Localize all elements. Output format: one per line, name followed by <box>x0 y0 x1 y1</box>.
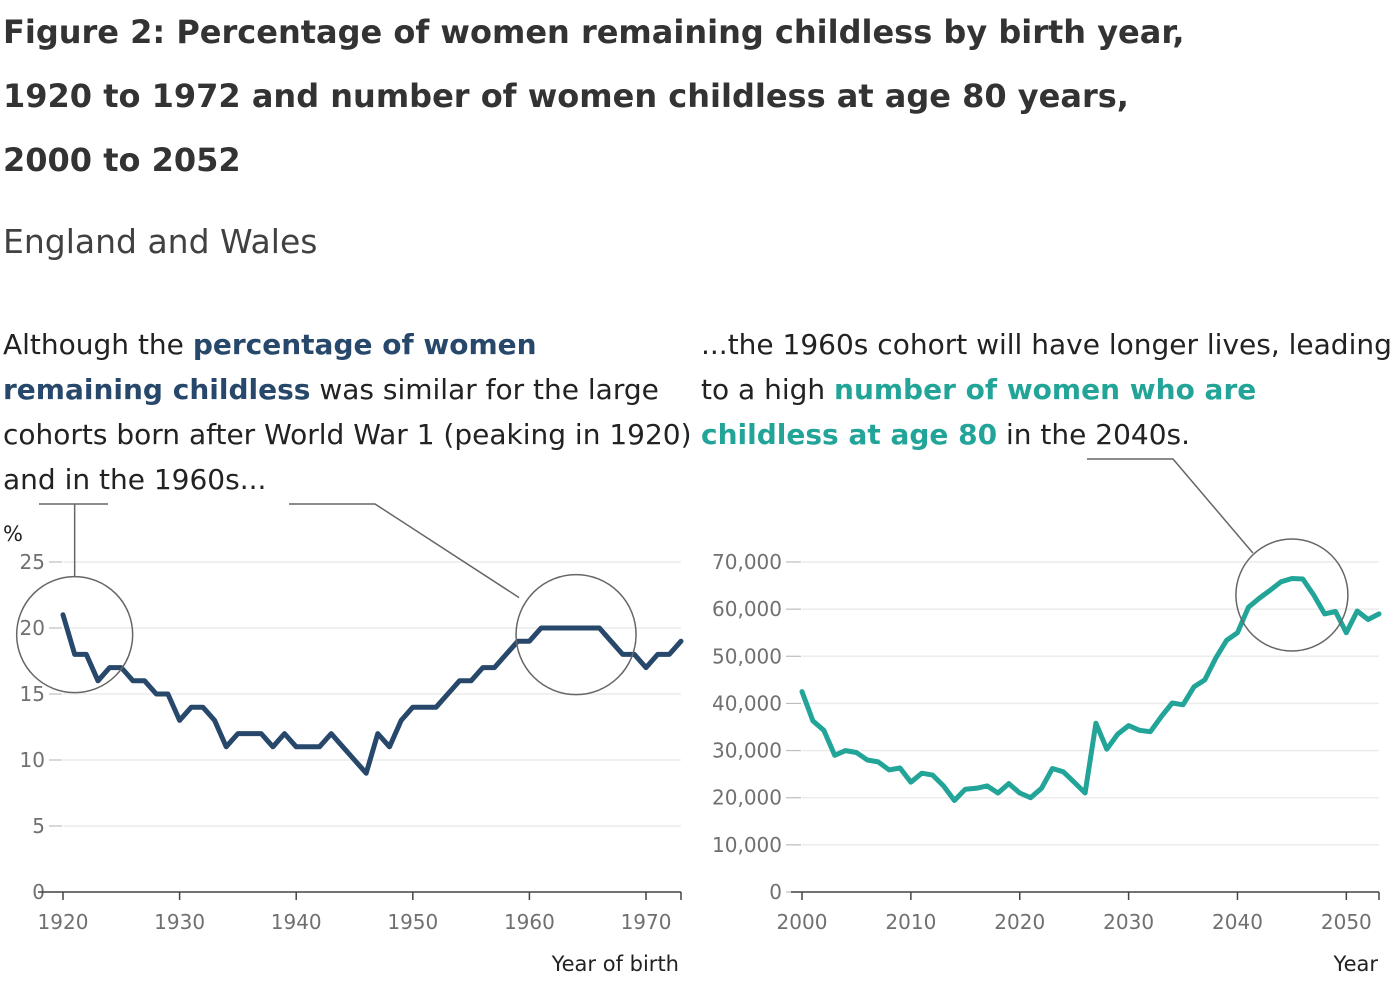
y-tick-label: 25 <box>20 550 45 574</box>
y-tick-label: 10 <box>20 748 45 772</box>
callout-leader <box>39 503 108 577</box>
callout-circle <box>1235 538 1349 652</box>
y-tick-label: 15 <box>20 682 45 706</box>
left-annotation-text: was similar for the large cohorts born a… <box>3 373 659 451</box>
y-tick-label: 0 <box>769 880 782 904</box>
x-tick-label: 1930 <box>154 910 205 934</box>
x-axis-title: Year <box>1333 952 1379 976</box>
left-annotation-text: ... <box>239 463 267 496</box>
x-tick-label: 2010 <box>885 910 936 934</box>
x-tick-label: 2050 <box>1321 910 1372 934</box>
x-tick-label: 1920 <box>38 910 89 934</box>
x-tick-label: 1970 <box>621 910 672 934</box>
series-line <box>60 612 684 776</box>
chart-title: Figure 2: Percentage of women remaining … <box>3 13 1185 179</box>
callouts <box>15 458 1349 696</box>
left-annotation-text: ) and in the <box>3 418 692 496</box>
series-line <box>799 576 1382 803</box>
x-tick-label: 2030 <box>1103 910 1154 934</box>
count-chart: 0 10,000 20,000 30,000 40,000 50,000 60,000 70,… <box>712 550 1382 976</box>
left-annotation-text: Although the <box>3 328 193 361</box>
y-tick-label: 20 <box>20 616 45 640</box>
x-tick-label: 2000 <box>777 910 828 934</box>
y-tick-label: 50,000 <box>712 644 782 668</box>
y-tick-label: 60,000 <box>712 597 782 621</box>
right-annotation-highlight: number of women who are childless at age… <box>701 373 1257 451</box>
y-tick-label: 20,000 <box>712 786 782 810</box>
right-annotation-text: . <box>1181 418 1191 451</box>
callout-leader <box>289 503 520 599</box>
x-tick-label: 1940 <box>271 910 322 934</box>
right-annotation: ...the 1960s cohort will have longer liv… <box>701 322 1394 457</box>
right-annotation-text: ...the 1960s cohort will have longer liv… <box>701 328 1392 406</box>
x-axis-title: Year of birth <box>551 952 679 976</box>
y-tick-label: 5 <box>32 814 45 838</box>
chart-subtitle: England and Wales <box>3 222 318 261</box>
left-annotation: Although the percentage of women remaini… <box>3 322 693 502</box>
callout-circle <box>515 573 637 696</box>
x-tick-label: 2020 <box>994 910 1045 934</box>
x-tick-label: 2040 <box>1212 910 1263 934</box>
y-tick-label: 70,000 <box>712 550 782 574</box>
callout-leader <box>1087 458 1254 554</box>
y-tick-label: 10,000 <box>712 833 782 857</box>
y-tick-label: 40,000 <box>712 691 782 715</box>
y-tick-label: 30,000 <box>712 739 782 763</box>
right-annotation-decade: 2040s <box>1095 418 1182 451</box>
x-tick-label: 1950 <box>387 910 438 934</box>
left-annotation-highlight: percentage of women remaining childless <box>3 328 537 406</box>
x-tick-label: 1960 <box>504 910 555 934</box>
right-annotation-text: in the <box>997 418 1096 451</box>
y-axis-title: % <box>3 522 23 546</box>
left-annotation-decade: 1960s <box>153 463 240 496</box>
left-annotation-year: 1920 <box>609 418 681 451</box>
